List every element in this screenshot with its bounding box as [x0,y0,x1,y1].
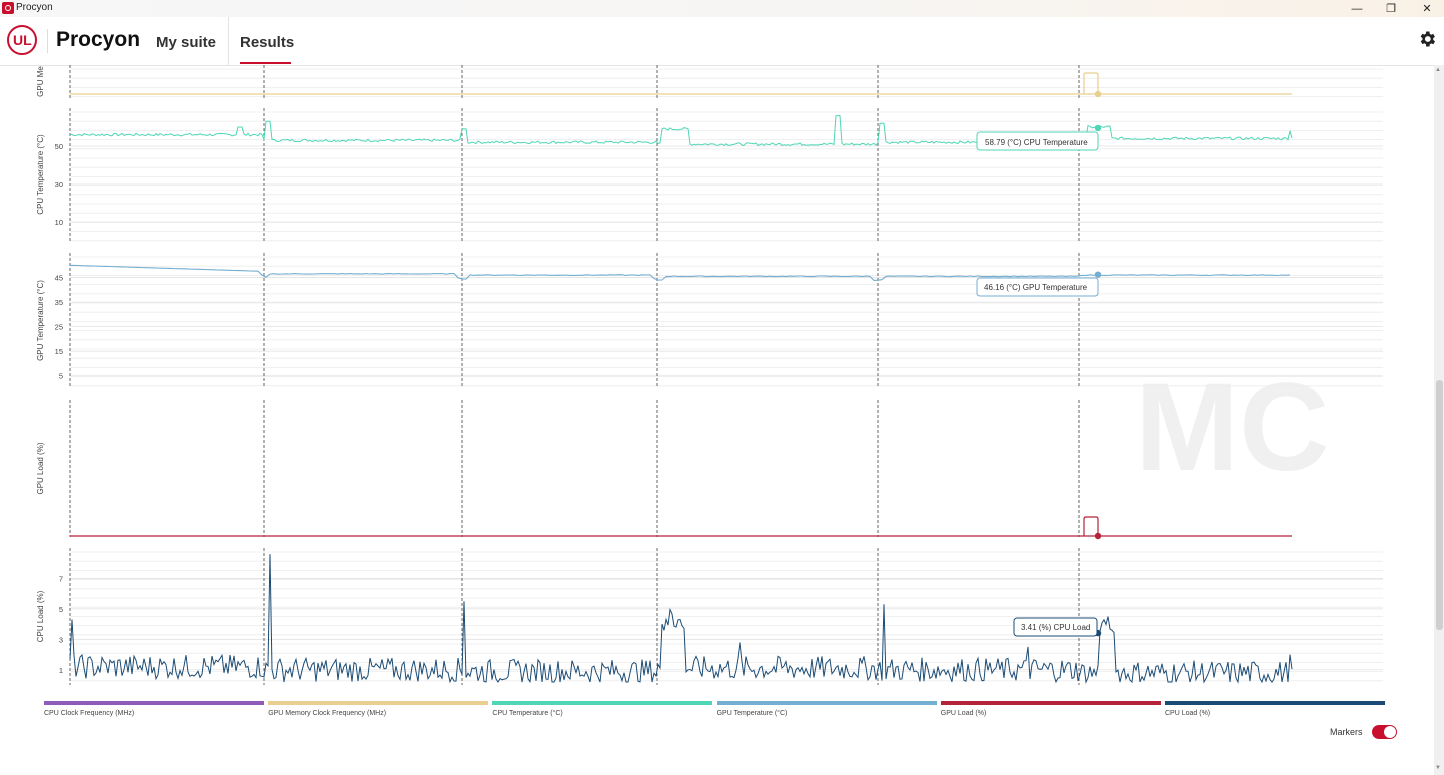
legend-color-bar [492,701,713,705]
cpu-load-series [69,554,1293,684]
watermark-text: MC [1135,358,1329,497]
cpu-temp-tooltip-box [976,131,1099,151]
cpu-load-panel: CPU Load (%) 1 3 5 7 [36,548,1383,685]
cpu-load-tick-label: 7 [59,574,63,583]
nav-my-suite[interactable]: My suite [156,34,217,51]
cpu-temp-series [69,115,1293,147]
nav-active-indicator [240,62,291,64]
cpu-temp-ylabel: CPU Temperature (°C) [36,134,45,215]
legend-label: GPU Load (%) [940,710,987,717]
scroll-up-icon[interactable]: ▲ [1435,67,1441,73]
gpu-load-hover-point [1094,532,1102,540]
legend-item[interactable]: CPU Temperature (°C) [492,701,713,717]
gpu-temp-tooltip-text: 46.16 (°C) GPU Temperature [984,283,1088,292]
scroll-thumb[interactable] [1436,380,1443,630]
gpu-temp-tick-label: 35 [55,298,63,307]
cpu-load-tick-label: 3 [59,635,63,644]
gpu-load-ylabel: GPU Load (%) [36,442,45,494]
legend-color-bar [716,701,937,705]
legend-item[interactable]: CPU Load (%) [1165,701,1385,717]
legend-color-bar [940,701,1161,705]
vertical-scrollbar[interactable]: ▲ ▼ [1434,65,1444,775]
gpu-temp-tick-label: 25 [55,323,63,332]
legend-label: CPU Temperature (°C) [492,710,563,717]
gpu-temp-tick-label: 45 [55,274,63,283]
legend-item[interactable]: GPU Load (%) [940,701,1161,717]
markers-label: Markers [1330,727,1363,737]
cpu-load-tooltip-text: 3.41 (%) CPU Load [1021,623,1090,632]
title-bar: Procyon — ❐ ✕ [0,0,1444,17]
gpu-temp-hover-point [1094,271,1102,278]
cpu-load-tick-label: 5 [59,605,63,614]
nav-results[interactable]: Results [240,34,295,51]
cpu-load-ylabel: CPU Load (%) [36,590,45,642]
legend-item[interactable]: GPU Temperature (°C) [716,701,937,717]
gpu-load-spike [1083,516,1099,536]
results-chart-area: MC GPU Me CPU Temperature (°C) 10 30 50 GPU Te… [36,65,1383,685]
minimize-icon[interactable]: — [1351,2,1363,15]
app-icon [2,2,14,14]
legend-color-bar [1165,701,1385,705]
brand-separator [47,29,48,53]
cpu-load-tick-label: 1 [59,666,63,675]
gpu-mem-clock-spike [1083,72,1099,94]
cpu-temp-tick-label: 30 [55,180,63,189]
gpu-load-panel: GPU Load (%) [36,400,1080,537]
gpu-temp-tick-label: 5 [59,372,63,381]
legend-item[interactable]: CPU Clock Frequency (MHz) [44,701,264,717]
cpu-temp-hover-point [1094,124,1102,132]
gpu-mem-clock-hover-point [1094,90,1102,98]
nav-separator [228,17,229,65]
ul-logo: UL [7,25,37,55]
gpu-mem-clock-ylabel: GPU Me [36,66,45,97]
gpu-temp-ylabel: GPU Temperature (°C) [36,280,45,361]
legend-label: GPU Memory Clock Frequency (MHz) [268,710,387,717]
app-header: UL Procyon My suite Results [0,17,1444,66]
gear-icon[interactable] [1417,29,1437,49]
cpu-temp-tick-label: 10 [55,218,63,227]
gpu-temp-tooltip-box [976,277,1099,297]
restore-icon[interactable]: ❐ [1386,3,1396,15]
close-icon[interactable]: ✕ [1422,3,1432,15]
legend-color-bar [268,701,489,705]
cpu-load-tooltip-box [1013,617,1098,637]
cpu-temp-tooltip-text: 58.79 (°C) CPU Temperature [985,138,1088,147]
legend-item[interactable]: GPU Memory Clock Frequency (MHz) [268,701,489,717]
legend-label: CPU Load (%) [1165,710,1211,717]
legend-color-bar [44,701,264,705]
brand-name: Procyon [56,28,141,51]
gpu-temp-panel: GPU Temperature (°C) 5 15 25 35 45 [36,253,1383,388]
gpu-temp-tick-label: 15 [55,347,63,356]
legend-label: GPU Temperature (°C) [716,710,788,717]
gpu-mem-clock-panel: GPU Me [36,65,1383,98]
window-title: Procyon [16,2,53,13]
scroll-down-icon[interactable]: ▼ [1435,765,1441,771]
gpu-temp-series [69,264,1291,281]
markers-toggle[interactable] [1372,725,1397,739]
legend-label: CPU Clock Frequency (MHz) [44,710,135,717]
cpu-temp-tick-label: 50 [55,142,63,151]
